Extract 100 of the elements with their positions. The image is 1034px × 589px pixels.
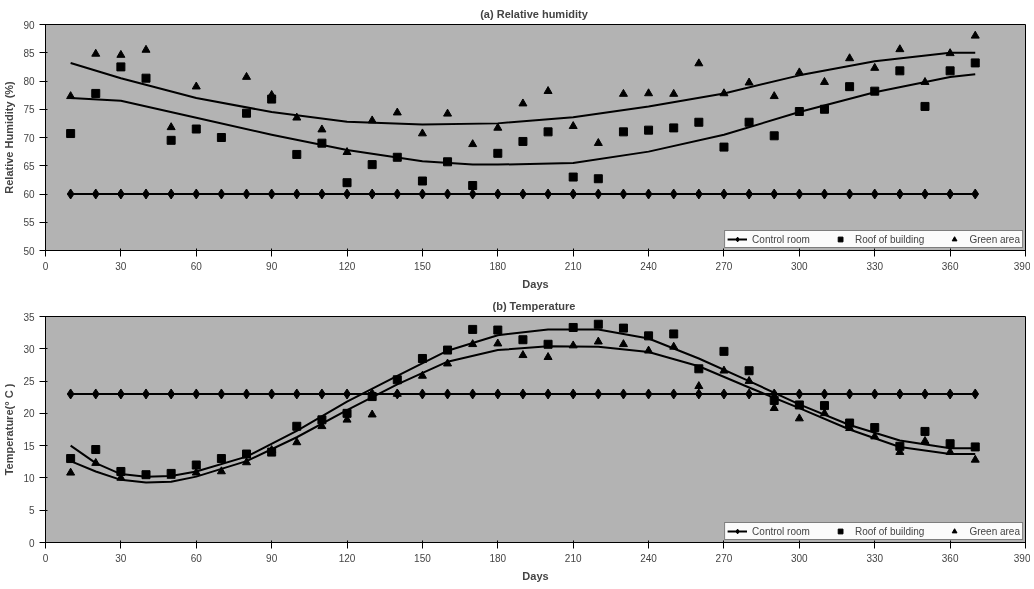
point: [594, 388, 603, 400]
point: [367, 160, 377, 170]
x-tick-label: 300: [791, 260, 809, 272]
x-tick-label: 240: [640, 260, 658, 272]
y-tick-label: 70: [23, 132, 35, 144]
point: [945, 439, 955, 449]
chart-title: (a) Relative humidity: [480, 7, 589, 20]
point: [242, 71, 252, 80]
y-tick-label: 0: [28, 537, 35, 549]
point: [242, 108, 252, 118]
point: [920, 101, 930, 111]
x-tick-label: 360: [941, 552, 959, 564]
point: [91, 88, 101, 98]
point: [669, 188, 678, 200]
point: [393, 188, 402, 200]
y-tick-label: 60: [23, 189, 35, 200]
point: [618, 323, 628, 333]
x-tick-label: 330: [866, 552, 884, 564]
y-tick-label: 75: [23, 104, 35, 116]
point: [669, 329, 679, 339]
x-tick-label: 330: [866, 260, 884, 272]
point: [795, 188, 804, 200]
point: [593, 336, 603, 345]
x-tick-label: 270: [715, 260, 733, 272]
point: [367, 409, 377, 418]
point: [618, 88, 628, 97]
y-tick-label: 65: [23, 160, 35, 172]
point: [769, 91, 779, 100]
point: [191, 460, 201, 470]
point: [543, 352, 553, 360]
point: [267, 90, 277, 98]
point: [518, 350, 528, 359]
y-tick-label: 55: [23, 217, 35, 229]
y-tick-label: 30: [23, 343, 35, 355]
point: [845, 82, 855, 92]
point: [870, 62, 880, 71]
point: [417, 353, 427, 363]
point: [644, 188, 653, 200]
x-tick-label: 150: [414, 552, 432, 564]
point: [970, 454, 980, 463]
point: [895, 44, 905, 53]
point: [694, 381, 704, 390]
point: [895, 66, 905, 76]
point: [91, 188, 100, 200]
x-tick-label: 0: [42, 260, 49, 272]
point: [644, 88, 654, 97]
point: [417, 176, 427, 186]
point: [116, 62, 126, 72]
x-tick-label: 60: [190, 552, 203, 564]
point: [694, 58, 704, 67]
point: [870, 388, 879, 400]
point: [217, 188, 226, 200]
point: [66, 129, 76, 139]
y-tick-label: 50: [23, 245, 35, 257]
x-tick-label: 150: [414, 260, 432, 272]
point: [593, 138, 603, 146]
point: [644, 125, 654, 135]
point: [468, 324, 478, 334]
point: [66, 188, 75, 200]
x-axis-title: Days: [522, 277, 549, 290]
point: [292, 437, 302, 446]
y-tick-label: 15: [23, 440, 35, 452]
point: [216, 133, 226, 142]
point: [493, 188, 502, 200]
x-axis-title: Days: [522, 569, 549, 582]
point: [267, 188, 276, 200]
point: [820, 188, 829, 200]
point: [568, 121, 578, 130]
point: [845, 188, 854, 200]
point: [543, 127, 553, 137]
point: [443, 108, 453, 117]
point: [242, 388, 251, 400]
x-tick-label: 120: [338, 552, 356, 564]
legend-label: Control room: [752, 525, 810, 537]
y-axis-title: Temperature(° C ): [3, 383, 16, 476]
point: [845, 388, 854, 400]
x-tick-label: 30: [115, 260, 127, 272]
point: [970, 30, 980, 39]
point: [769, 131, 779, 141]
point: [242, 188, 251, 200]
x-tick-label: 120: [338, 260, 356, 272]
point: [292, 388, 301, 400]
point: [443, 388, 452, 400]
point: [66, 388, 75, 400]
point: [870, 188, 879, 200]
point: [292, 188, 301, 200]
y-tick-label: 10: [23, 472, 35, 484]
x-tick-label: 390: [1013, 260, 1031, 272]
point: [443, 358, 453, 367]
x-tick-label: 390: [1013, 552, 1031, 564]
point: [443, 188, 452, 200]
chart-title: (b) Temperature: [492, 299, 576, 312]
x-tick-label: 210: [564, 552, 582, 564]
point: [418, 388, 427, 400]
point: [141, 44, 151, 53]
point: [116, 49, 126, 58]
legend-label: Green area: [969, 525, 1020, 537]
point: [971, 388, 980, 400]
point: [216, 454, 226, 464]
legend-label: Green area: [969, 233, 1020, 245]
